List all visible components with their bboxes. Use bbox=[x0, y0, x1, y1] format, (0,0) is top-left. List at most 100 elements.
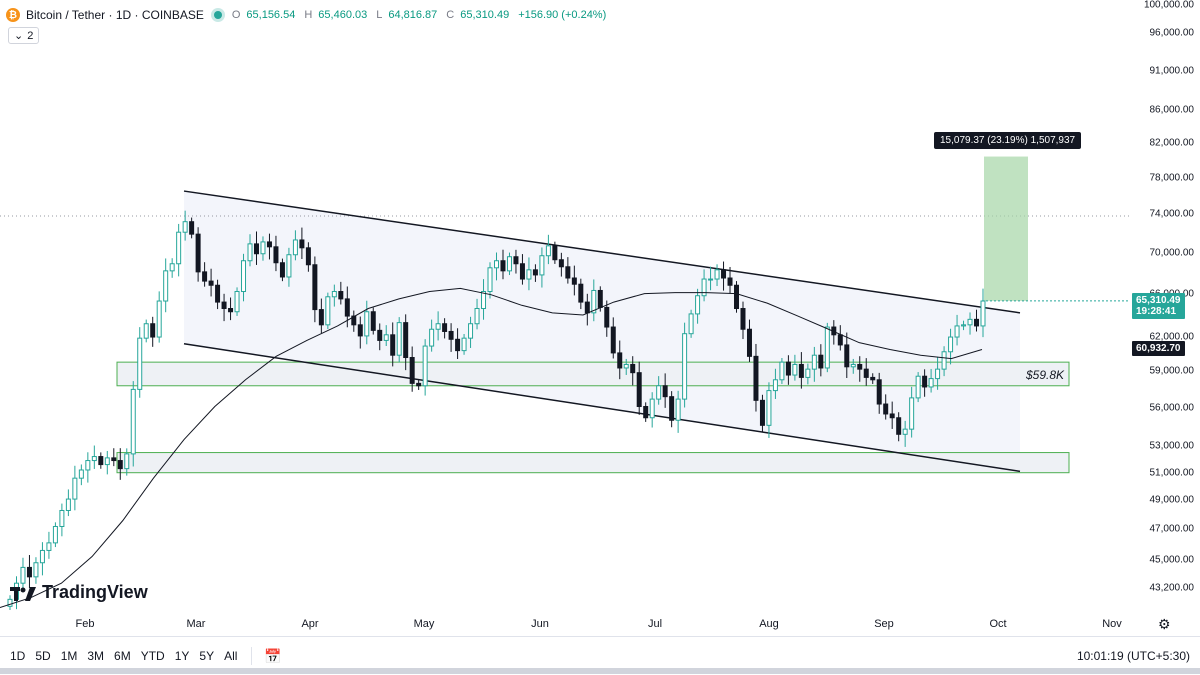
candle-body bbox=[883, 403, 889, 415]
price-tick-label: 91,000.00 bbox=[1149, 65, 1195, 76]
candle-body bbox=[487, 267, 493, 293]
candle-body bbox=[604, 306, 610, 328]
candle-body bbox=[481, 291, 487, 310]
month-tick-label: Nov bbox=[1102, 618, 1122, 630]
time-axis[interactable]: Feb Mar Apr May Jun Jul Aug Sep Oct Nov bbox=[0, 612, 1130, 634]
candle-body bbox=[610, 326, 616, 354]
candle-body bbox=[675, 398, 681, 421]
candle-body bbox=[234, 291, 240, 313]
calendar-goto-icon[interactable]: 📅 bbox=[264, 647, 282, 664]
candle-body bbox=[558, 259, 564, 268]
month-tick-label: Jun bbox=[531, 618, 549, 630]
candle-body bbox=[636, 372, 642, 408]
candle-body bbox=[772, 379, 778, 392]
candle-body bbox=[597, 289, 603, 308]
candle-body bbox=[370, 311, 376, 331]
range-button-3m[interactable]: 3M bbox=[87, 649, 105, 663]
gear-icon[interactable]: ⚙ bbox=[1158, 616, 1171, 632]
support-zone bbox=[116, 452, 1070, 474]
candle-body bbox=[331, 291, 337, 298]
candle-body bbox=[896, 417, 902, 435]
candle-body bbox=[909, 397, 915, 430]
candle-body bbox=[299, 239, 305, 249]
candle-body bbox=[241, 260, 247, 293]
candle-body bbox=[746, 328, 752, 357]
candle-body bbox=[785, 361, 791, 376]
range-button-6m[interactable]: 6M bbox=[114, 649, 131, 663]
candle-body bbox=[33, 562, 39, 578]
price-tick-label: 43,200.00 bbox=[1149, 582, 1195, 594]
candle-body bbox=[390, 334, 396, 356]
symbol-title[interactable]: Bitcoin / Tether · 1D · COINBASE bbox=[26, 8, 204, 22]
range-button-5y[interactable]: 5Y bbox=[199, 649, 215, 663]
candle-body bbox=[494, 260, 499, 269]
candle-body bbox=[104, 457, 110, 466]
candle-body bbox=[935, 368, 941, 380]
candle-body bbox=[805, 368, 811, 378]
candle-body bbox=[98, 456, 104, 466]
candle-body bbox=[448, 330, 454, 340]
candle-body bbox=[669, 396, 675, 421]
price-tick-label: 45,000.00 bbox=[1149, 554, 1195, 566]
indicators-toggle-button[interactable]: ⌄ 2 bbox=[8, 27, 40, 44]
candle-body bbox=[513, 256, 519, 265]
candle-body bbox=[344, 298, 350, 317]
candle-body bbox=[26, 566, 32, 578]
range-button-all[interactable]: All bbox=[224, 649, 238, 663]
candle-body bbox=[915, 375, 921, 399]
candle-body bbox=[889, 413, 895, 419]
candle-body bbox=[656, 385, 662, 400]
clock[interactable]: 10:01:19 (UTC+5:30) bbox=[1076, 649, 1190, 663]
price-tick-label: 47,000.00 bbox=[1149, 523, 1195, 535]
candle-body bbox=[150, 323, 156, 338]
candle-body bbox=[260, 241, 266, 255]
ohlc-high-value: 65,460.03 bbox=[318, 9, 368, 21]
range-button-1y[interactable]: 1Y bbox=[174, 649, 190, 663]
candle-body bbox=[228, 308, 234, 313]
range-button-ytd[interactable]: YTD bbox=[140, 649, 165, 663]
candle-body bbox=[208, 280, 214, 286]
price-tick-label: 51,000.00 bbox=[1149, 467, 1195, 479]
candle-body bbox=[552, 245, 558, 261]
price-axis[interactable]: 100,000.00 96,000.00 91,000.00 86,000.00 82,… bbox=[1130, 0, 1200, 610]
candle-body bbox=[318, 309, 324, 326]
candle-body bbox=[500, 260, 506, 272]
range-button-5d[interactable]: 5D bbox=[35, 649, 51, 663]
price-chart[interactable] bbox=[0, 0, 1130, 610]
price-tick-label: 96,000.00 bbox=[1149, 27, 1195, 39]
range-button-1d[interactable]: 1D bbox=[10, 649, 26, 663]
logo-text: TradingView bbox=[42, 582, 148, 602]
price-badge-value: 65,310.49 bbox=[1136, 294, 1181, 306]
candle-body bbox=[273, 246, 279, 264]
ohlc-open-label: O bbox=[231, 9, 241, 21]
ohlc-high-label: H bbox=[304, 9, 313, 21]
candle-body bbox=[753, 355, 759, 401]
price-change: +156.90 (+0.24%) bbox=[518, 9, 607, 21]
candle-body bbox=[169, 263, 175, 272]
month-tick-label: Apr bbox=[301, 618, 319, 630]
measure-label: 15,079.37 (23.19%) 1,507,937 bbox=[934, 132, 1082, 149]
candle-body bbox=[377, 329, 383, 341]
toolbar-divider bbox=[251, 647, 253, 665]
candle-body bbox=[922, 375, 928, 388]
candle-body bbox=[974, 318, 980, 327]
candle-body bbox=[519, 263, 525, 280]
candle-body bbox=[59, 509, 65, 527]
price-tick-label: 49,000.00 bbox=[1149, 494, 1195, 506]
candle-body bbox=[857, 363, 863, 370]
candle-body bbox=[403, 322, 409, 359]
candle-body bbox=[623, 363, 629, 369]
candle-body bbox=[215, 284, 221, 303]
candle-body bbox=[338, 291, 344, 300]
channel-fill bbox=[184, 191, 1020, 472]
candle-body bbox=[591, 289, 597, 314]
candle-body bbox=[468, 323, 474, 339]
candle-body bbox=[409, 357, 415, 384]
range-button-1m[interactable]: 1M bbox=[60, 649, 78, 663]
price-badge: 65,310.49 19:28:41 bbox=[1132, 292, 1185, 319]
candle-body bbox=[312, 264, 318, 311]
chevron-down-icon: ⌄ bbox=[14, 30, 24, 42]
upper-channel-line bbox=[183, 190, 1021, 314]
candle-body bbox=[396, 322, 402, 356]
candle-body bbox=[189, 221, 195, 235]
